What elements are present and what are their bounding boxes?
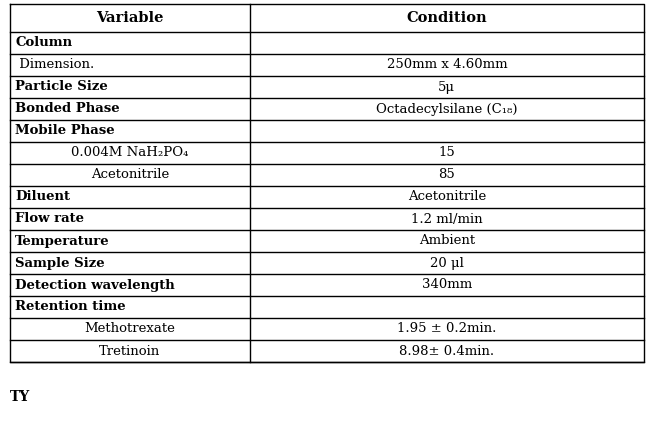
Text: TY: TY <box>10 390 30 404</box>
Text: Acetonitrile: Acetonitrile <box>407 191 486 204</box>
Text: Mobile Phase: Mobile Phase <box>15 125 114 137</box>
Text: 250mm x 4.60mm: 250mm x 4.60mm <box>387 58 507 72</box>
Text: Column: Column <box>15 37 72 50</box>
Text: Octadecylsilane (C₁₈): Octadecylsilane (C₁₈) <box>376 102 517 116</box>
Text: Temperature: Temperature <box>15 235 110 248</box>
Text: Ambient: Ambient <box>419 235 475 248</box>
Text: Bonded Phase: Bonded Phase <box>15 102 120 116</box>
Text: 1.2 ml/min: 1.2 ml/min <box>411 212 483 225</box>
Text: Variable: Variable <box>96 11 164 25</box>
Text: Sample Size: Sample Size <box>15 256 105 269</box>
Text: 0.004M NaH₂PO₄: 0.004M NaH₂PO₄ <box>71 146 188 160</box>
Text: 20 μl: 20 μl <box>430 256 464 269</box>
Text: Retention time: Retention time <box>15 300 126 313</box>
Text: Particle Size: Particle Size <box>15 81 108 93</box>
Text: Detection wavelength: Detection wavelength <box>15 279 175 292</box>
Text: Tretinoin: Tretinoin <box>99 344 160 358</box>
Text: 8.98± 0.4min.: 8.98± 0.4min. <box>399 344 494 358</box>
Text: 85: 85 <box>438 168 455 181</box>
Text: 340mm: 340mm <box>422 279 472 292</box>
Text: Flow rate: Flow rate <box>15 212 84 225</box>
Text: 5μ: 5μ <box>438 81 455 93</box>
Text: Methotrexate: Methotrexate <box>84 323 175 335</box>
Text: Condition: Condition <box>407 11 487 25</box>
Text: 15: 15 <box>438 146 455 160</box>
Text: Diluent: Diluent <box>15 191 70 204</box>
Text: Acetonitrile: Acetonitrile <box>91 168 169 181</box>
Text: Dimension.: Dimension. <box>15 58 94 72</box>
Text: 1.95 ± 0.2min.: 1.95 ± 0.2min. <box>397 323 496 335</box>
